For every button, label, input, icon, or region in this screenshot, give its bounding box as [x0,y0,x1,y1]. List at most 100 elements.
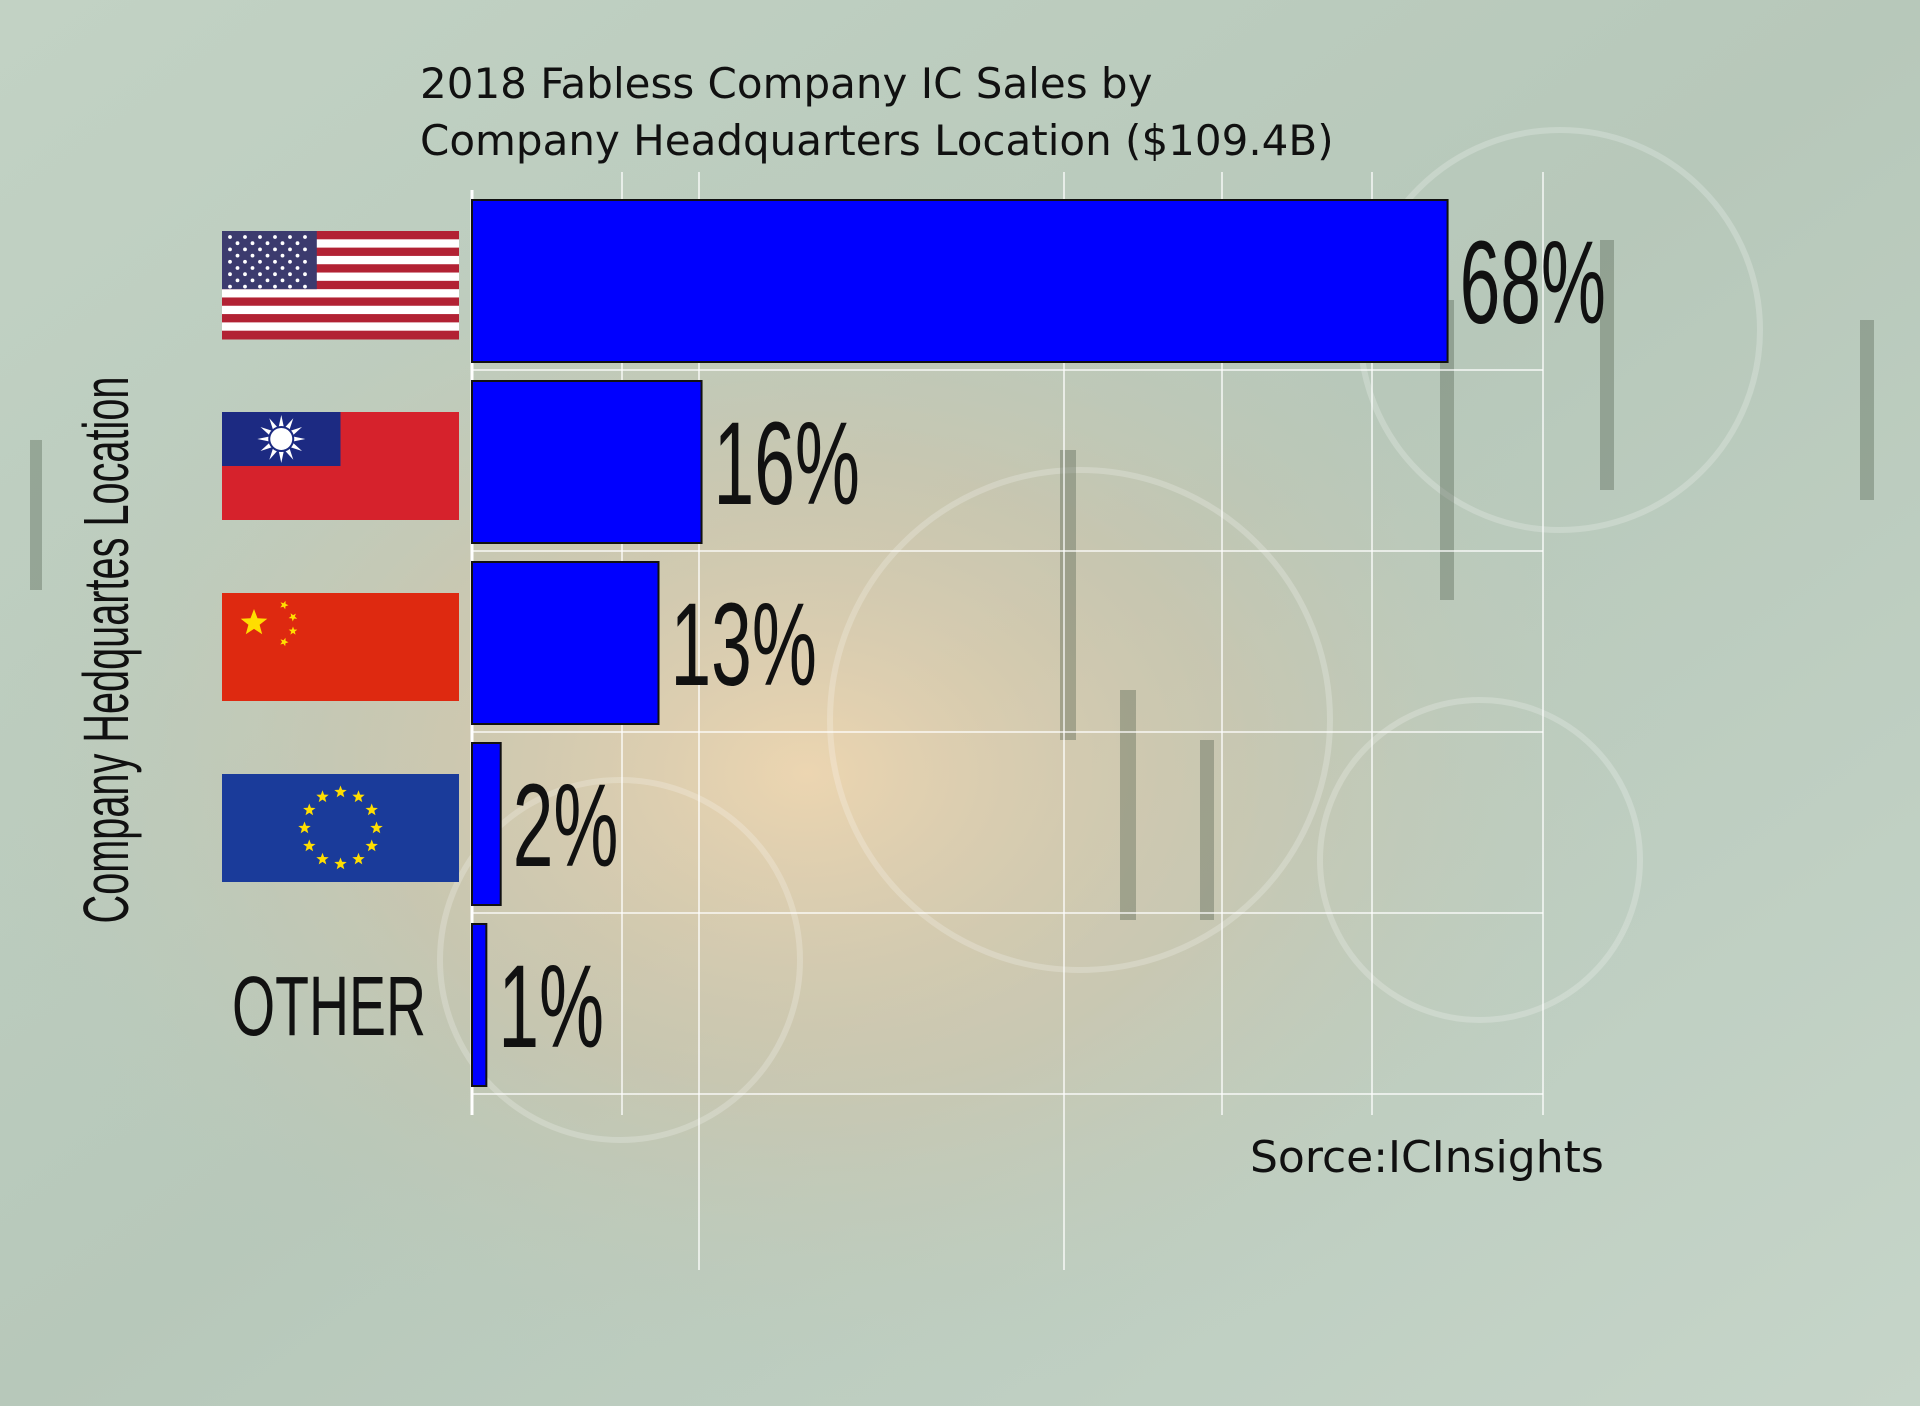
flag-star [273,259,277,264]
flag-stripe [222,239,459,249]
flag-star [235,253,240,258]
flag-stripe [222,330,459,340]
flag-star [265,241,270,246]
flag-star [243,247,247,252]
flag-stripe [222,280,459,290]
flag-star [280,241,285,246]
sun-ray [278,449,285,463]
flag-star [235,241,240,246]
flag-stripe [222,297,459,307]
flag-star [228,284,232,289]
sun-ray [291,436,306,442]
flag-star-small [280,600,289,610]
china-flag [222,593,459,701]
sun-ray [278,415,285,429]
flag-star [243,235,247,239]
flag-star-small [288,613,298,622]
flag-star-large [240,609,268,635]
flag-star [334,785,347,798]
flag-stripe [222,322,459,332]
source-note: Sorce:ICInsights [1250,1132,1604,1183]
flag-star [303,235,307,239]
flag-star [303,272,307,277]
flag-star [250,253,255,258]
flag-star [273,247,277,252]
category-label: OTHER [232,961,426,1054]
y-axis-label: Company Hedquartes Location [72,377,143,924]
bars [471,199,1449,1087]
sun-disc [268,426,295,452]
flag-star [288,247,292,252]
flag-star [288,272,292,277]
flag-stripe [222,272,459,282]
eu-flag [222,774,459,882]
bar [471,199,1449,363]
flag-star [228,247,232,252]
flag-star [265,278,270,283]
taiwan-flag [222,412,459,520]
flag-star [298,821,311,834]
flag-stripe [222,264,459,274]
value-label: 1% [498,940,604,1072]
value-label: 2% [513,759,619,891]
flag-star [352,790,365,803]
flag-star [288,284,292,289]
flag-star [303,259,307,264]
chart-title: 2018 Fabless Company IC Sales by Company… [420,59,1334,165]
bar [471,380,703,544]
flag-star [295,253,300,258]
flag-stripe [222,314,459,323]
flag-stripe [222,289,459,298]
flag-star [316,790,329,803]
flag-star [258,247,262,252]
flag-stripe [222,231,459,240]
chart-title-line-2: Company Headquarters Location ($109.4B) [420,116,1334,165]
flag-star [265,253,270,258]
value-label: 68% [1460,216,1606,348]
flag-star [243,284,247,289]
flag-star [250,278,255,283]
flag-star [288,259,292,264]
flag-star [243,259,247,264]
bar [471,923,488,1087]
flag-star [258,284,262,289]
category-labels: OTHER [222,231,459,1054]
flag-star [334,857,347,870]
value-labels: 68% 16% 13% 2% 1% [498,216,1606,1072]
flag-star [258,259,262,264]
flag-star [280,253,285,258]
flag-stripe [222,255,459,265]
flag-star [303,803,316,816]
flag-star [370,821,383,834]
flag-star [280,278,285,283]
flag-star [303,839,316,852]
flag-star [352,852,365,865]
flag-star [273,235,277,239]
flag-star [365,839,378,852]
value-label: 13% [671,578,817,710]
flag-star [235,278,240,283]
flag-star [303,247,307,252]
flag-star [280,266,285,270]
flag-star [288,235,292,239]
usa-flag [222,231,459,340]
flag-star [365,803,378,816]
flag-star [295,278,300,283]
flag-star [250,241,255,246]
flag-star [250,266,255,270]
flag-star [228,259,232,264]
flag-star [316,852,329,865]
flag-star [273,272,277,277]
chart-title-line-1: 2018 Fabless Company IC Sales by [420,59,1152,108]
flag-star [243,272,247,277]
flag-star [295,266,300,270]
flag-star [303,284,307,289]
flag-stripe [222,305,459,315]
bar [471,742,502,906]
flag-star [228,272,232,277]
value-label: 16% [714,397,860,529]
flag-stripe [222,247,459,257]
flag-field [222,593,459,701]
bar [471,561,660,725]
